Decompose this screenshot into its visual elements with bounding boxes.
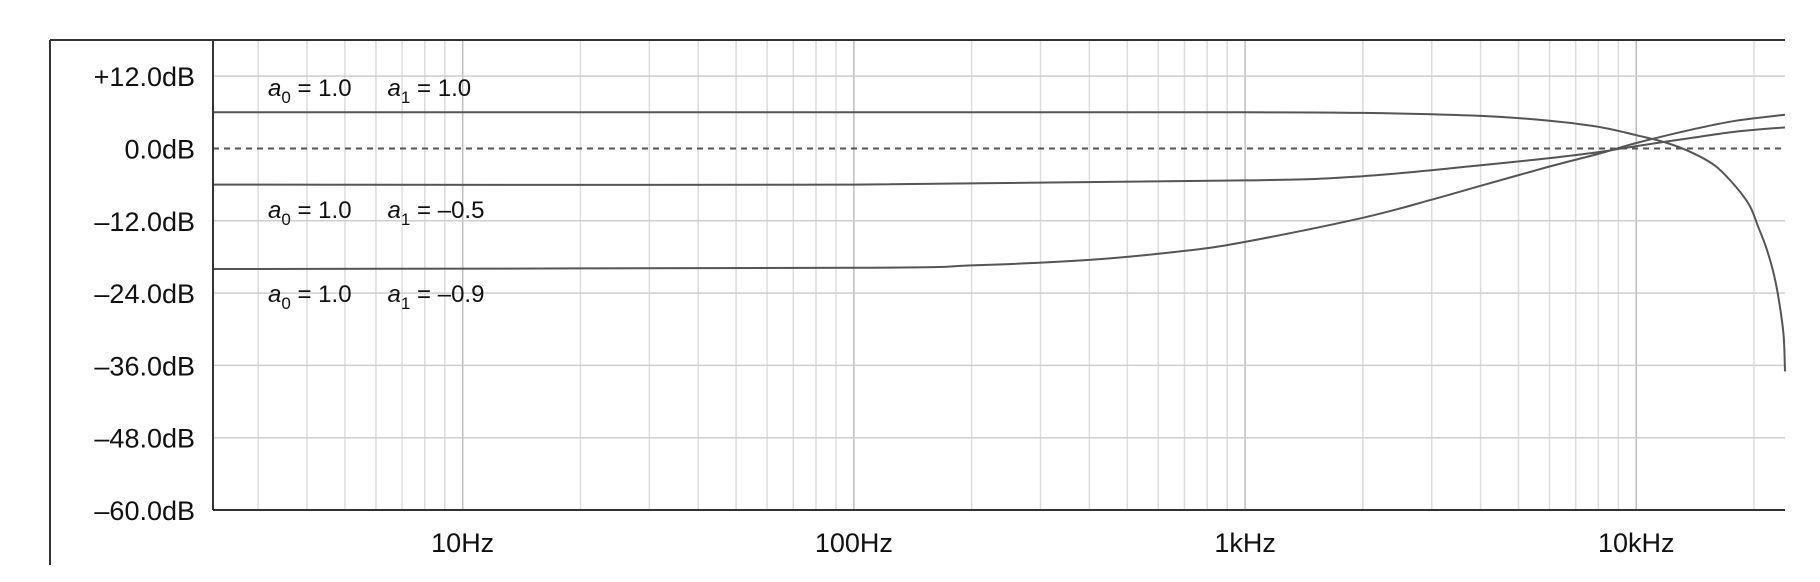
response-curve-2	[212, 126, 1786, 186]
y-tick-label: –60.0dB	[94, 496, 195, 526]
y-tick-label: –36.0dB	[94, 351, 195, 381]
x-tick-label: 100Hz	[815, 528, 893, 558]
x-grid	[257, 40, 1755, 510]
y-tick-label: –48.0dB	[94, 424, 195, 454]
curve-annotation-3: a0 = 1.0 a1 = –0.9	[268, 281, 484, 313]
x-tick-label: 10kHz	[1598, 528, 1675, 558]
y-grid	[213, 75, 1785, 439]
y-tick-label: –12.0dB	[94, 207, 195, 237]
y-tick-label: 0.0dB	[124, 134, 195, 164]
plot-frame	[49, 39, 1785, 565]
x-tick-label: 1kHz	[1214, 528, 1276, 558]
x-tick-label: 10Hz	[431, 528, 494, 558]
response-curve-1	[213, 111, 1786, 372]
curve-annotation-2: a0 = 1.0 a1 = –0.5	[268, 197, 484, 229]
x-axis-tick-labels: 10Hz 100Hz 1kHz 10kHz	[431, 528, 1674, 558]
curve-annotation-1: a0 = 1.0 a1 = 1.0	[268, 75, 471, 107]
response-curve-3	[212, 113, 1786, 270]
response-curves	[212, 111, 1786, 372]
curve-annotations: a0 = 1.0 a1 = 1.0 a0 = 1.0 a1 = –0.5 a0 = 1.…	[268, 75, 484, 313]
y-axis-tick-labels: +12.0dB 0.0dB –12.0dB –24.0dB –36.0dB –48.0dB…	[94, 62, 195, 526]
y-tick-label: –24.0dB	[94, 279, 195, 309]
y-tick-label: +12.0dB	[94, 62, 195, 92]
